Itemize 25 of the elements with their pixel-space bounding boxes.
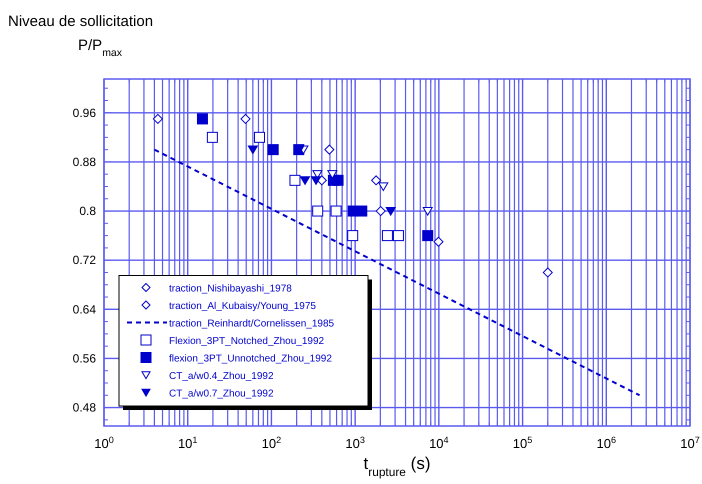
x-tick-label: 10$^{5}$ bbox=[512, 435, 532, 451]
legend-label: traction_Nishibayashi_1978 bbox=[169, 284, 292, 294]
x-tick-label: 10$^{4}$ bbox=[429, 435, 449, 451]
legend-label: CT_a/w0.7_Zhou_1992 bbox=[169, 388, 274, 400]
y-axis-title: P/P$_{max}$ bbox=[78, 37, 123, 59]
y-tick-label: 0.72 bbox=[72, 253, 96, 268]
y-tick-label: 0.56 bbox=[72, 351, 96, 366]
x-tick-label: 10$^{6}$ bbox=[596, 435, 616, 451]
legend-label: CT_a/w0.4_Zhou_1992 bbox=[169, 371, 274, 382]
x-tick-label: 10$^{2}$ bbox=[262, 435, 282, 451]
x-tick-label: 10$^{0}$ bbox=[94, 435, 114, 451]
y-tick-label: 0.88 bbox=[72, 154, 96, 169]
y-tick-label: 0.48 bbox=[72, 400, 96, 415]
x-tick-label: 10$^{7}$ bbox=[680, 435, 700, 451]
legend-label: Flexion_3PT_Notched_Zhou_1992 bbox=[169, 336, 325, 347]
legend-label: traction_Reinhardt/Cornelissen_1985 bbox=[169, 318, 335, 330]
legend-label: traction_Al_Kubaisy/Young_1975 bbox=[169, 301, 316, 312]
x-axis-title: t$_{rupture}$ (s) bbox=[364, 454, 430, 479]
y-tick-label: 0.8 bbox=[79, 204, 96, 218]
x-tick-label: 10$^{3}$ bbox=[345, 435, 365, 451]
y-tick-label: 0.64 bbox=[72, 302, 96, 316]
legend-label: flexion_3PT_Unnotched_Zhou_1992 bbox=[169, 354, 332, 364]
chart-title: Niveau de sollicitation bbox=[8, 13, 154, 30]
x-tick-label: 10$^{1}$ bbox=[178, 435, 198, 451]
y-tick-label: 0.96 bbox=[72, 106, 96, 120]
